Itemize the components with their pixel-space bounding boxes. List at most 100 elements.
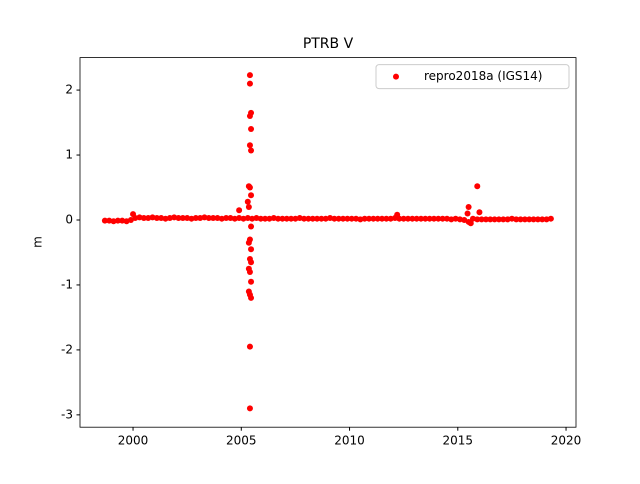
point: [283, 215, 290, 222]
y-axis-label: m: [31, 236, 45, 248]
point: [413, 215, 420, 222]
plot-frame: [79, 57, 577, 428]
point: [130, 211, 137, 218]
point: [288, 215, 295, 222]
point: [248, 278, 255, 285]
x-tick-label: 2000: [118, 434, 149, 448]
legend-marker: [393, 73, 399, 80]
point: [379, 215, 386, 222]
point: [153, 215, 160, 222]
point: [394, 211, 401, 218]
point: [482, 216, 489, 223]
point: [246, 142, 253, 149]
legend-box: [375, 64, 570, 90]
point: [301, 215, 308, 222]
point: [331, 215, 338, 222]
point: [275, 215, 282, 222]
point: [246, 113, 253, 120]
point: [521, 216, 528, 223]
x-tick-label: 2020: [551, 434, 582, 448]
x-tick-label: 2005: [226, 434, 257, 448]
point: [495, 216, 502, 223]
point: [513, 216, 520, 223]
point: [478, 216, 485, 223]
point: [246, 72, 253, 79]
point: [246, 80, 253, 87]
chart-title: PTRB V: [303, 36, 354, 52]
point: [248, 126, 255, 133]
point: [344, 215, 351, 222]
point: [464, 210, 471, 217]
point: [361, 215, 368, 222]
point: [314, 215, 321, 222]
point: [409, 215, 416, 222]
point: [279, 215, 286, 222]
point: [309, 215, 316, 222]
point: [179, 215, 186, 222]
point: [500, 216, 507, 223]
point: [192, 215, 199, 222]
point: [236, 207, 243, 214]
y-tick-label: 0: [65, 212, 73, 226]
point: [487, 216, 494, 223]
point: [248, 223, 255, 230]
y-tick-label: 2: [65, 83, 73, 97]
point: [175, 215, 182, 222]
y-tick-label: 1: [65, 148, 73, 162]
point: [246, 268, 253, 275]
point: [547, 215, 554, 222]
point: [257, 215, 264, 222]
point: [526, 216, 533, 223]
point: [435, 215, 442, 222]
x-tick-label: 2010: [334, 434, 365, 448]
point: [534, 216, 541, 223]
point: [383, 215, 390, 222]
point: [318, 215, 325, 222]
y-tick-label: -3: [61, 407, 73, 421]
point: [248, 294, 255, 301]
point: [246, 184, 253, 191]
point: [246, 405, 253, 412]
point: [340, 215, 347, 222]
point: [417, 215, 424, 222]
point: [539, 216, 546, 223]
point: [244, 198, 251, 205]
point: [245, 203, 252, 210]
point: [530, 216, 537, 223]
point: [305, 215, 312, 222]
point: [465, 203, 472, 210]
point: [262, 215, 269, 222]
point: [210, 215, 217, 222]
point: [366, 215, 373, 222]
point: [374, 215, 381, 222]
point: [245, 239, 252, 246]
point: [422, 215, 429, 222]
point: [467, 220, 474, 227]
point: [114, 217, 121, 224]
point: [248, 246, 255, 253]
point: [400, 215, 407, 222]
point: [140, 215, 147, 222]
point: [439, 215, 446, 222]
point: [248, 259, 255, 266]
point: [248, 192, 255, 199]
point: [370, 215, 377, 222]
point: [246, 343, 253, 350]
point: [517, 216, 524, 223]
point: [430, 215, 437, 222]
point: [248, 147, 255, 154]
point: [426, 215, 433, 222]
y-tick-label: -2: [61, 342, 73, 356]
point: [348, 215, 355, 222]
point: [101, 217, 108, 224]
point: [474, 183, 481, 190]
x-tick-label: 2015: [443, 434, 474, 448]
point: [335, 215, 342, 222]
point: [205, 215, 212, 222]
point: [223, 215, 230, 222]
y-tick-label: -1: [61, 277, 73, 291]
point: [476, 209, 483, 216]
point: [491, 216, 498, 223]
legend-label: repro2018a (IGS14): [424, 69, 542, 83]
